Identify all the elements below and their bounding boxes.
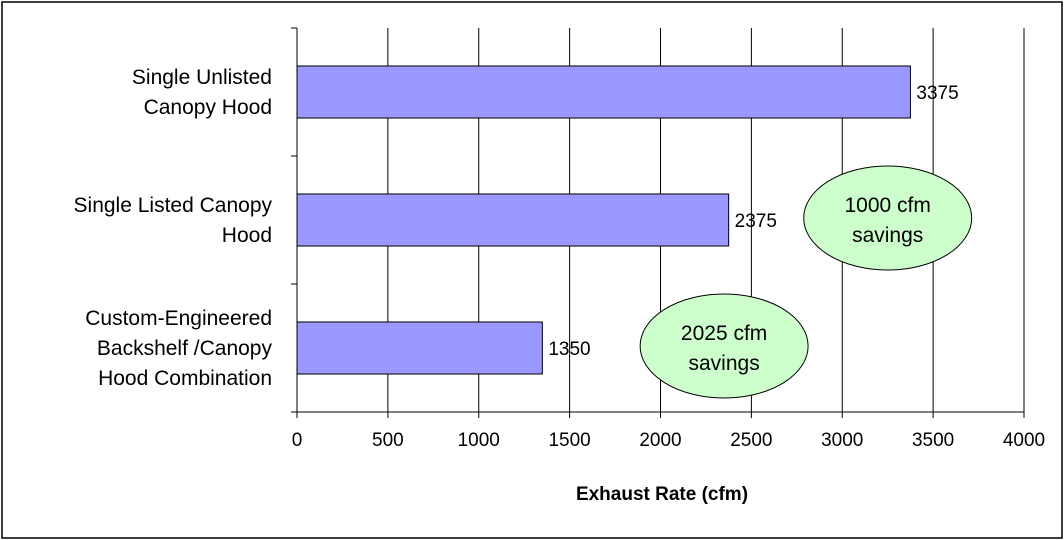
- x-tick-labels: 0 500 1000 1500 2000 2500 3000 3500 4000: [292, 430, 1045, 451]
- category-label-line: Custom-Engineered: [85, 307, 272, 330]
- savings-callout-line: savings: [689, 352, 760, 375]
- x-tick-label: 3000: [821, 430, 863, 451]
- savings-callout-line: 1000 cfm: [844, 194, 930, 217]
- category-label-line: Single Listed Canopy: [74, 194, 273, 217]
- x-tick-label: 3500: [912, 430, 954, 451]
- category-label: Single Listed Canopy Hood: [74, 194, 273, 247]
- savings-callout: [639, 293, 809, 399]
- data-label: 1350: [548, 339, 590, 360]
- category-label: Custom-Engineered Backshelf /Canopy Hood C…: [85, 307, 272, 390]
- savings-callout-text: 1000 cfm savings: [844, 194, 930, 247]
- x-tick-label: 1500: [548, 430, 590, 451]
- bars: [296, 65, 911, 375]
- savings-callout-line: 2025 cfm: [681, 322, 767, 345]
- x-tick-label: 2500: [730, 430, 772, 451]
- category-label-line: Hood: [222, 224, 272, 247]
- category-labels: Single Unlisted Canopy Hood Single Listed …: [74, 66, 273, 390]
- data-label: 2375: [735, 211, 777, 232]
- data-label: 3375: [916, 83, 958, 104]
- x-tick-label: 2000: [639, 430, 681, 451]
- category-label-line: Hood Combination: [98, 367, 272, 390]
- category-label-line: Single Unlisted: [132, 66, 272, 89]
- x-tick-label: 500: [372, 430, 404, 451]
- bar: [296, 193, 730, 247]
- x-tick-label: 0: [292, 430, 303, 451]
- category-label-line: Canopy Hood: [144, 96, 272, 119]
- category-label: Single Unlisted Canopy Hood: [132, 66, 272, 119]
- bar: [296, 321, 543, 375]
- x-tick-label: 4000: [1003, 430, 1045, 451]
- data-labels: 3375 2375 1350: [548, 83, 958, 360]
- bar: [296, 65, 911, 119]
- annotations: 1000 cfm savings 2025 cfm savings: [639, 165, 973, 399]
- axes: [291, 27, 1025, 418]
- x-axis-title: Exhaust Rate (cfm): [576, 484, 748, 505]
- savings-callout-line: savings: [852, 224, 923, 247]
- category-label-line: Backshelf /Canopy: [97, 337, 273, 360]
- x-tick-label: 1000: [458, 430, 500, 451]
- savings-callout-text: 2025 cfm savings: [681, 322, 767, 375]
- savings-callout: [803, 165, 973, 271]
